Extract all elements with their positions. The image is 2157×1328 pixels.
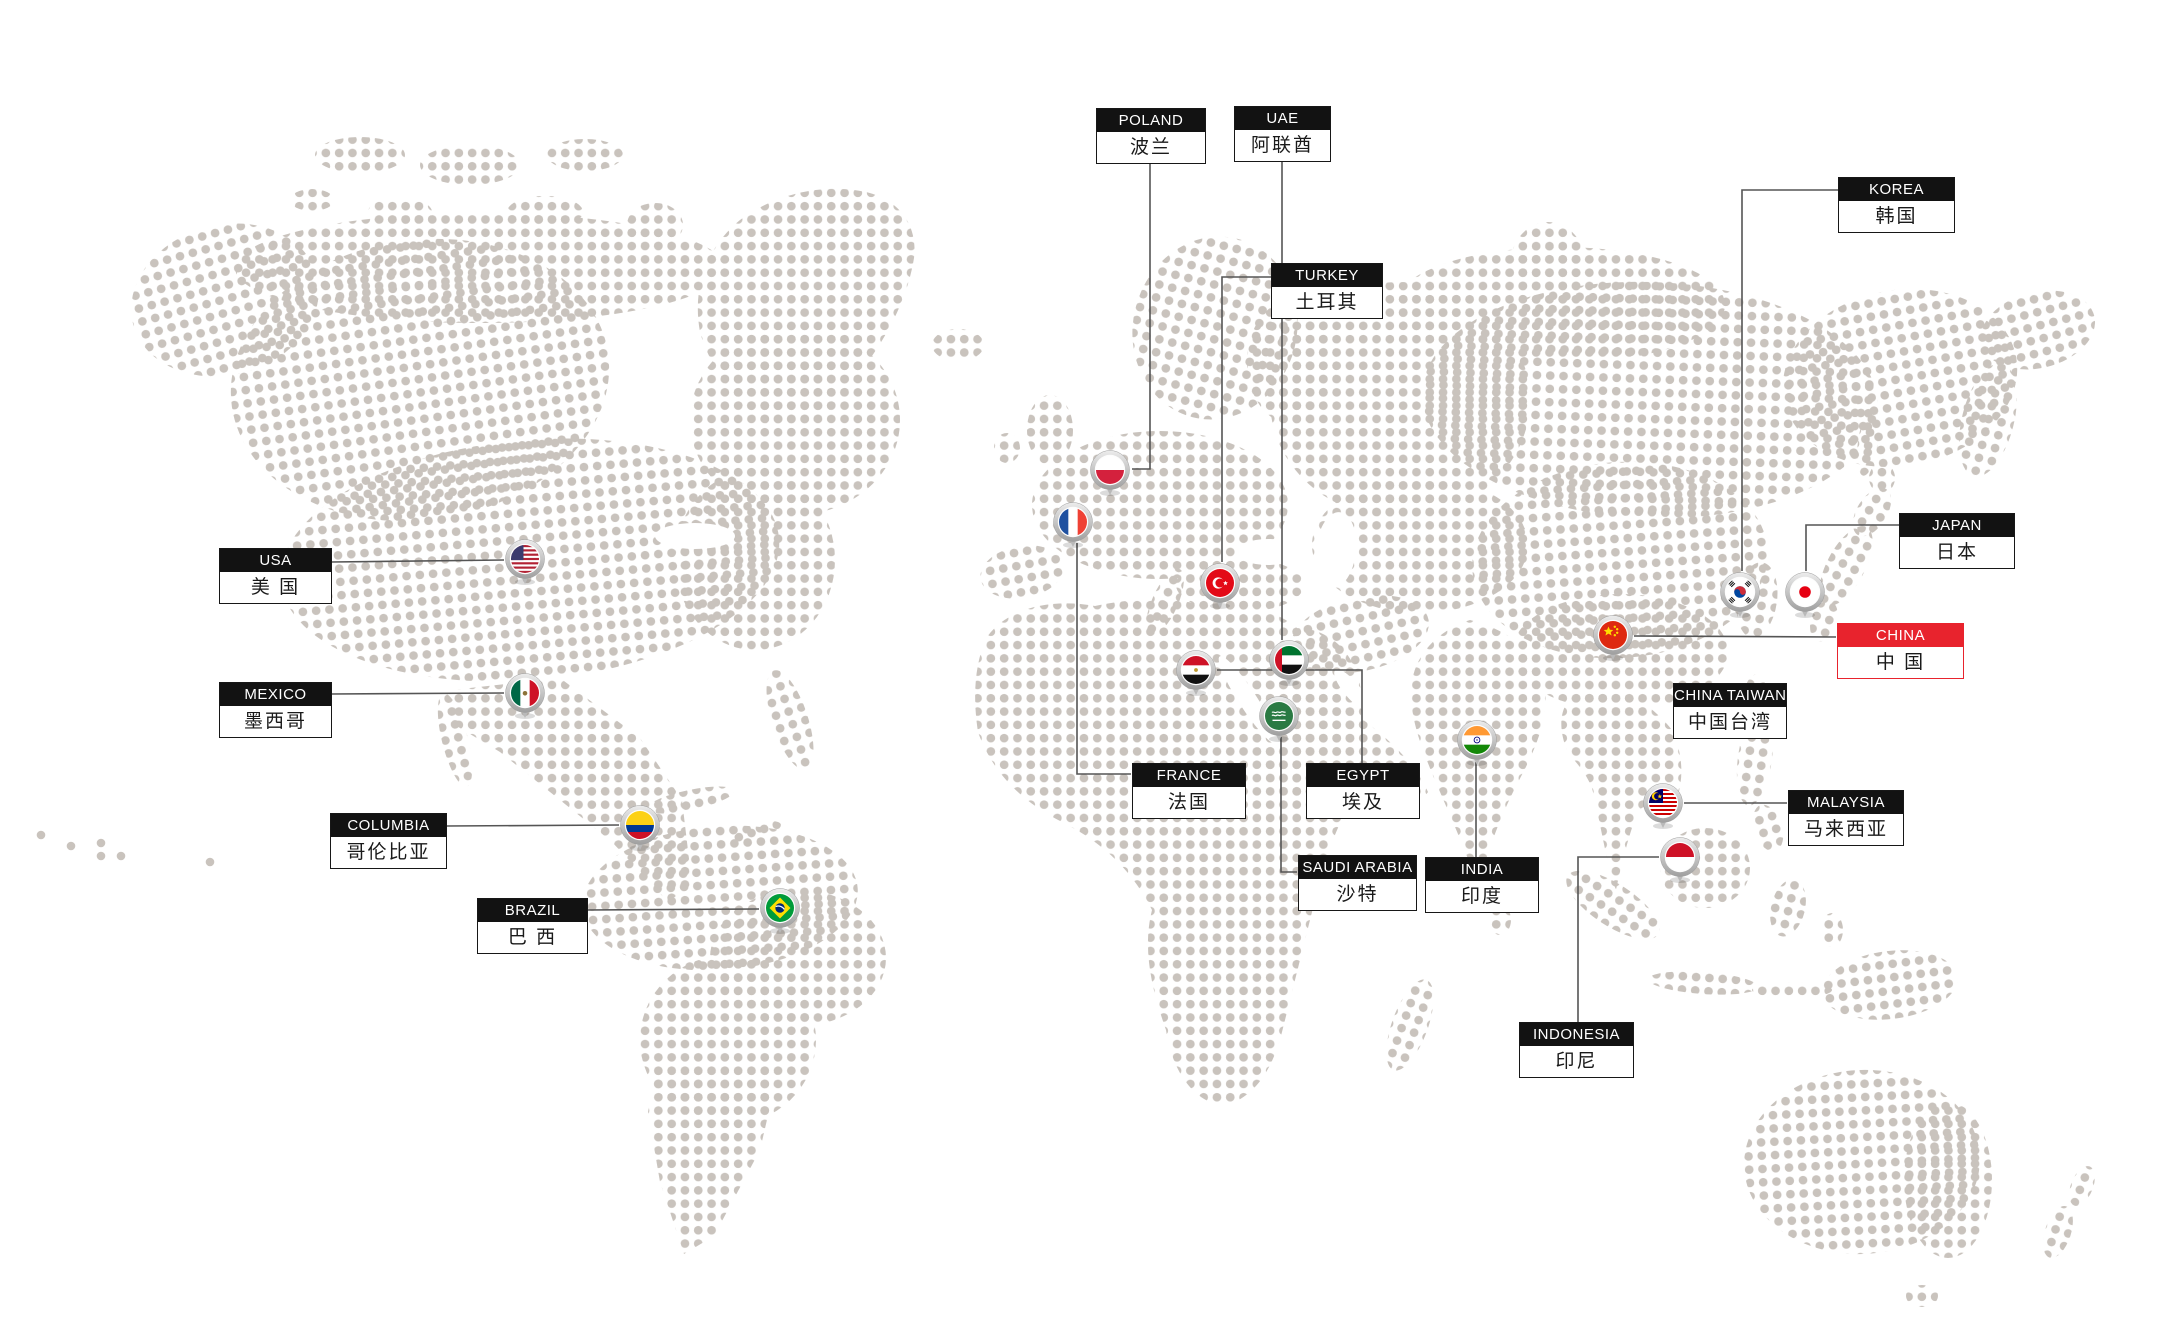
label-poland[interactable]: POLAND 波兰 — [1096, 108, 1206, 164]
pin-egypt[interactable] — [1176, 650, 1216, 697]
connector-japan — [1805, 524, 1899, 571]
label-india-zh: 印度 — [1426, 881, 1538, 912]
connector-mexico — [330, 692, 505, 695]
label-saudi-arabia[interactable]: SAUDI ARABIA 沙特 — [1298, 855, 1417, 911]
connector-china — [1633, 635, 1837, 638]
label-china-taiwan-zh: 中国台湾 — [1674, 707, 1786, 738]
pin-usa[interactable] — [505, 539, 545, 586]
label-poland-zh: 波兰 — [1097, 132, 1205, 163]
label-turkey[interactable]: TURKEY 土耳其 — [1271, 263, 1383, 319]
pin-uae[interactable] — [1269, 640, 1309, 687]
label-poland-en: POLAND — [1097, 109, 1205, 132]
label-saudi-arabia-zh: 沙特 — [1299, 879, 1416, 910]
continents — [131, 137, 2096, 1307]
label-turkey-en: TURKEY — [1272, 264, 1382, 287]
label-turkey-zh: 土耳其 — [1272, 287, 1382, 318]
pacific-island-dots — [36, 830, 215, 867]
pin-france[interactable] — [1053, 502, 1093, 549]
label-columbia[interactable]: COLUMBIA 哥伦比亚 — [330, 813, 447, 869]
label-france[interactable]: FRANCE 法国 — [1132, 763, 1246, 819]
connector-korea — [1741, 189, 1838, 571]
label-egypt-zh: 埃及 — [1307, 787, 1419, 818]
pin-mexico[interactable] — [505, 673, 545, 720]
pin-indonesia[interactable] — [1660, 837, 1700, 884]
label-brazil-en: BRAZIL — [478, 899, 587, 922]
label-india-en: INDIA — [1426, 858, 1538, 881]
label-mexico-en: MEXICO — [220, 683, 331, 706]
connector-brazil — [586, 908, 760, 911]
label-indonesia-zh: 印尼 — [1520, 1046, 1633, 1077]
greenland-iceland — [697, 188, 984, 430]
pin-india[interactable] — [1457, 720, 1497, 767]
pin-japan[interactable] — [1785, 572, 1825, 619]
pin-poland[interactable] — [1090, 450, 1130, 497]
label-china-en: CHINA — [1838, 624, 1963, 647]
label-mexico-zh: 墨西哥 — [220, 706, 331, 737]
pin-korea[interactable] — [1720, 572, 1760, 619]
label-columbia-zh: 哥伦比亚 — [331, 837, 446, 868]
pin-columbia[interactable] — [620, 805, 660, 852]
connector-turkey — [1221, 276, 1271, 562]
label-usa-zh: 美 国 — [220, 572, 331, 603]
label-india[interactable]: INDIA 印度 — [1425, 857, 1539, 913]
pin-saudi-arabia[interactable] — [1259, 696, 1299, 743]
sea-cutouts — [655, 512, 1370, 744]
label-japan-zh: 日本 — [1900, 537, 2014, 568]
label-china-taiwan[interactable]: CHINA TAIWAN 中国台湾 — [1673, 683, 1787, 739]
connector-lines — [330, 159, 1899, 1022]
southeast-asia-oceania — [1566, 710, 2095, 1307]
label-france-en: FRANCE — [1133, 764, 1245, 787]
pin-turkey[interactable] — [1200, 563, 1240, 610]
label-japan[interactable]: JAPAN 日本 — [1899, 513, 2015, 569]
label-china[interactable]: CHINA 中 国 — [1837, 623, 1964, 679]
label-uae-zh: 阿联酋 — [1235, 130, 1330, 161]
continent-south-america — [582, 825, 886, 1254]
label-china-taiwan-en: CHINA TAIWAN — [1674, 684, 1786, 707]
label-usa-en: USA — [220, 549, 331, 572]
pin-malaysia[interactable] — [1643, 783, 1683, 830]
label-japan-en: JAPAN — [1900, 514, 2014, 537]
label-columbia-en: COLUMBIA — [331, 814, 446, 837]
connector-usa — [330, 559, 505, 563]
label-usa[interactable]: USA 美 国 — [219, 548, 332, 604]
label-korea-zh: 韩国 — [1839, 201, 1954, 232]
label-uae[interactable]: UAE 阿联酋 — [1234, 106, 1331, 162]
label-brazil-zh: 巴 西 — [478, 922, 587, 953]
connector-saudi-arabia — [1280, 737, 1297, 873]
label-uae-en: UAE — [1235, 107, 1330, 130]
connector-france — [1076, 543, 1131, 775]
connector-poland — [1132, 161, 1151, 470]
connector-indonesia — [1577, 856, 1659, 1022]
connector-egypt — [1217, 669, 1363, 763]
label-mexico[interactable]: MEXICO 墨西哥 — [219, 682, 332, 738]
pin-china[interactable] — [1593, 615, 1633, 662]
label-malaysia[interactable]: MALAYSIA 马来西亚 — [1788, 790, 1904, 846]
flag-pins — [505, 450, 1825, 935]
pin-brazil[interactable] — [760, 888, 800, 935]
connector-columbia — [445, 824, 620, 827]
label-egypt[interactable]: EGYPT 埃及 — [1306, 763, 1420, 819]
label-malaysia-en: MALAYSIA — [1789, 791, 1903, 814]
label-korea[interactable]: KOREA 韩国 — [1838, 177, 1955, 233]
label-brazil[interactable]: BRAZIL 巴 西 — [477, 898, 588, 954]
label-malaysia-zh: 马来西亚 — [1789, 814, 1903, 845]
label-indonesia-en: INDONESIA — [1520, 1023, 1633, 1046]
label-egypt-en: EGYPT — [1307, 764, 1419, 787]
label-indonesia[interactable]: INDONESIA 印尼 — [1519, 1022, 1634, 1078]
label-france-zh: 法国 — [1133, 787, 1245, 818]
label-korea-en: KOREA — [1839, 178, 1954, 201]
label-saudi-arabia-en: SAUDI ARABIA — [1299, 856, 1416, 879]
label-china-zh: 中 国 — [1838, 647, 1963, 678]
